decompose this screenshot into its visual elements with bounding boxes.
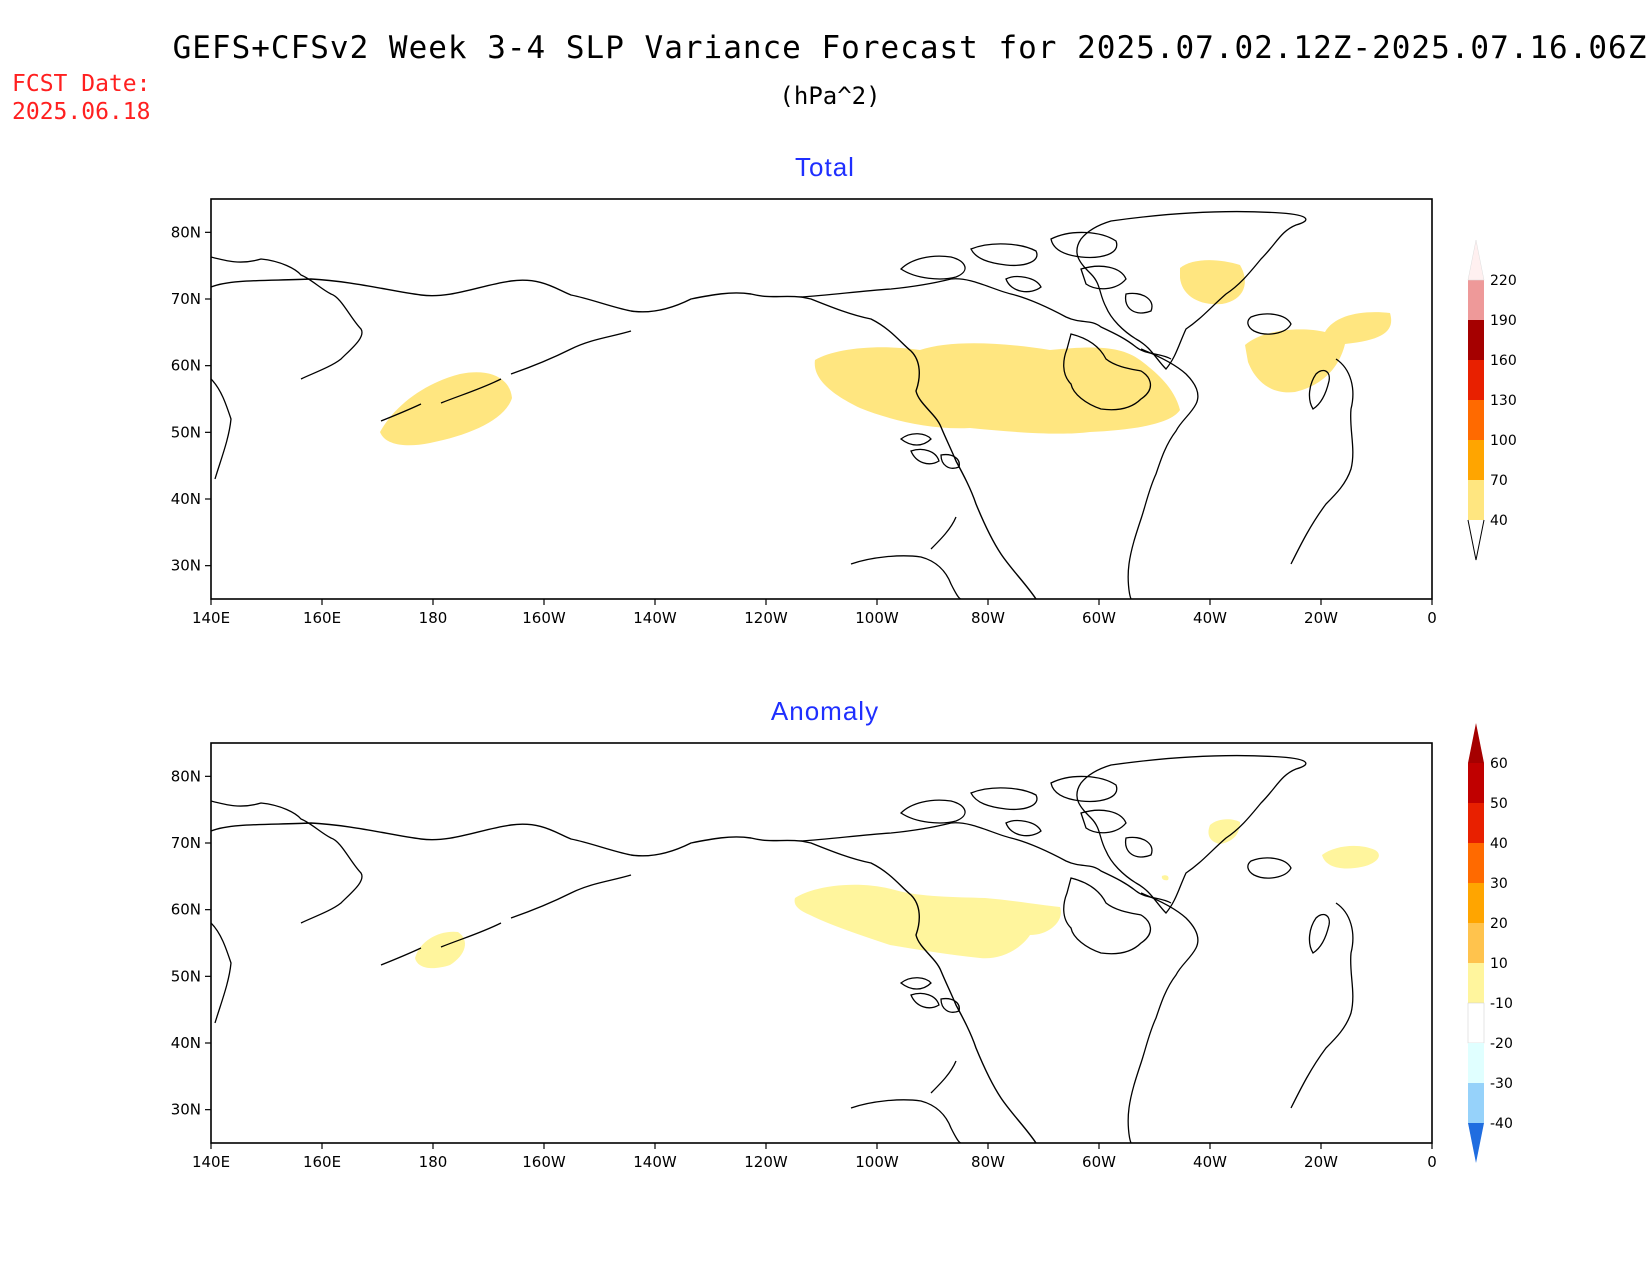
anomaly-colorbar-label: -10 xyxy=(1490,996,1513,1012)
anomaly-map-frame xyxy=(210,742,1433,1144)
anomaly-panel-title: Anomaly xyxy=(770,696,880,726)
total-lat-label: 50N xyxy=(171,423,201,441)
anomaly-colorbar-label: 50 xyxy=(1490,796,1508,812)
anomaly-lat-label: 80N xyxy=(171,767,201,785)
anomaly-map: 140E 160E 180 160W 140W 120W 100W 80W 60W 40W 20W 0… xyxy=(171,742,1437,1171)
anomaly-shade-greenland xyxy=(1208,819,1240,844)
anomaly-colorbar-swatch xyxy=(1468,763,1484,803)
total-colorbar-swatch xyxy=(1468,400,1484,440)
anomaly-lon-label: 180 xyxy=(419,1153,448,1171)
anomaly-colorbar-top-arrow xyxy=(1468,723,1484,763)
total-colorbar-label: 130 xyxy=(1490,393,1517,409)
anomaly-colorbar-label: 30 xyxy=(1490,876,1508,892)
total-lon-label: 20W xyxy=(1304,609,1338,627)
anomaly-lat-label: 60N xyxy=(171,901,201,919)
total-lat-label: 70N xyxy=(171,290,201,308)
total-colorbar-top-arrow xyxy=(1467,239,1485,281)
forecast-date-caption: FCST Date: xyxy=(12,71,151,97)
total-lon-label: 140W xyxy=(633,609,677,627)
total-colorbar-swatch xyxy=(1468,360,1484,400)
total-lat-label: 40N xyxy=(171,490,201,508)
anomaly-colorbar-swatch xyxy=(1468,1043,1484,1083)
anomaly-lat-label: 30N xyxy=(171,1101,201,1119)
anomaly-lon-label: 60W xyxy=(1082,1153,1116,1171)
total-colorbar-swatch xyxy=(1468,320,1484,360)
anomaly-lon-label: 160E xyxy=(303,1153,341,1171)
anomaly-lon-label: 40W xyxy=(1193,1153,1227,1171)
total-colorbar-label: 40 xyxy=(1490,513,1508,529)
anomaly-colorbar-label: -40 xyxy=(1490,1116,1513,1132)
anomaly-lon-label: 80W xyxy=(971,1153,1005,1171)
anomaly-colorbar: 60 50 40 30 20 10 -10 -20 -30 -40 xyxy=(1467,723,1513,1163)
total-panel-title: Total xyxy=(795,152,855,182)
total-lon-label: 80W xyxy=(971,609,1005,627)
total-shade-aleutian xyxy=(380,372,512,446)
total-colorbar-label: 220 xyxy=(1490,273,1517,289)
anomaly-shade-iceland xyxy=(1322,845,1379,869)
anomaly-lon-label: 100W xyxy=(855,1153,899,1171)
total-colorbar: 40 70 100 130 160 190 220 xyxy=(1467,239,1517,561)
anomaly-colorbar-label: 20 xyxy=(1490,916,1508,932)
total-lon-label: 160E xyxy=(303,609,341,627)
total-lon-label: 100W xyxy=(855,609,899,627)
total-lon-label: 140E xyxy=(192,609,230,627)
total-lat-label: 30N xyxy=(171,557,201,575)
total-colorbar-label: 160 xyxy=(1490,353,1517,369)
total-axis-ticks: 140E 160E 180 160W 140W 120W 100W 80W 60W 40W 20W 0… xyxy=(171,223,1437,627)
anomaly-lon-label: 140W xyxy=(633,1153,677,1171)
total-colorbar-swatch xyxy=(1468,440,1484,480)
total-lon-label: 180 xyxy=(419,609,448,627)
total-lon-label: 40W xyxy=(1193,609,1227,627)
anomaly-colorbar-label: 40 xyxy=(1490,836,1508,852)
anomaly-colorbar-swatch xyxy=(1468,1083,1484,1123)
anomaly-colorbar-label: -30 xyxy=(1490,1076,1513,1092)
anomaly-colorbar-label: 60 xyxy=(1490,756,1508,772)
total-lon-label: 60W xyxy=(1082,609,1116,627)
forecast-date-value: 2025.06.18 xyxy=(12,99,151,125)
total-shade-canada xyxy=(814,343,1180,434)
total-lat-label: 60N xyxy=(171,357,201,375)
anomaly-lon-label: 160W xyxy=(522,1153,566,1171)
anomaly-colorbar-swatch xyxy=(1468,883,1484,923)
total-colorbar-swatch xyxy=(1468,480,1484,520)
total-colorbar-label: 190 xyxy=(1490,313,1517,329)
total-lon-label: 120W xyxy=(744,609,788,627)
total-colorbar-bottom-arrow xyxy=(1467,519,1485,561)
total-colorbar-label: 70 xyxy=(1490,473,1508,489)
anomaly-colorbar-swatch xyxy=(1468,963,1484,1003)
anomaly-lat-label: 70N xyxy=(171,834,201,852)
anomaly-shade-aleutian xyxy=(415,931,465,969)
total-colorbar-swatch xyxy=(1468,280,1484,320)
map-title: GEFS+CFSv2 Week 3-4 SLP Variance Forecas… xyxy=(172,30,1648,66)
total-colorbar-label: 100 xyxy=(1490,433,1517,449)
total-lon-label: 160W xyxy=(522,609,566,627)
anomaly-colorbar-swatch xyxy=(1468,843,1484,883)
anomaly-shade-canada xyxy=(794,884,1061,959)
anomaly-lat-label: 50N xyxy=(171,967,201,985)
total-lon-label: 0 xyxy=(1427,609,1437,627)
anomaly-axis-ticks: 140E 160E 180 160W 140W 120W 100W 80W 60W 40W 20W 0… xyxy=(171,767,1437,1171)
anomaly-lon-label: 0 xyxy=(1427,1153,1437,1171)
anomaly-colorbar-label: -20 xyxy=(1490,1036,1513,1052)
total-lat-label: 80N xyxy=(171,223,201,241)
anomaly-lon-label: 140E xyxy=(192,1153,230,1171)
total-shade-greenland xyxy=(1180,260,1245,305)
anomaly-colorbar-swatch xyxy=(1468,803,1484,843)
anomaly-colorbar-bottom-arrow xyxy=(1468,1123,1484,1163)
anomaly-lat-label: 40N xyxy=(171,1034,201,1052)
anomaly-colorbar-label: 10 xyxy=(1490,956,1508,972)
total-map-frame xyxy=(210,198,1433,600)
forecast-date-label: FCST Date: 2025.06.18 xyxy=(12,70,150,126)
anomaly-lon-label: 120W xyxy=(744,1153,788,1171)
anomaly-colorbar-swatch xyxy=(1468,923,1484,963)
total-map: 140E 160E 180 160W 140W 120W 100W 80W 60W 40W 20W 0… xyxy=(171,198,1437,627)
anomaly-lon-label: 20W xyxy=(1304,1153,1338,1171)
anomaly-colorbar-swatch xyxy=(1467,1002,1485,1044)
units-label: (hPa^2) xyxy=(779,82,881,110)
